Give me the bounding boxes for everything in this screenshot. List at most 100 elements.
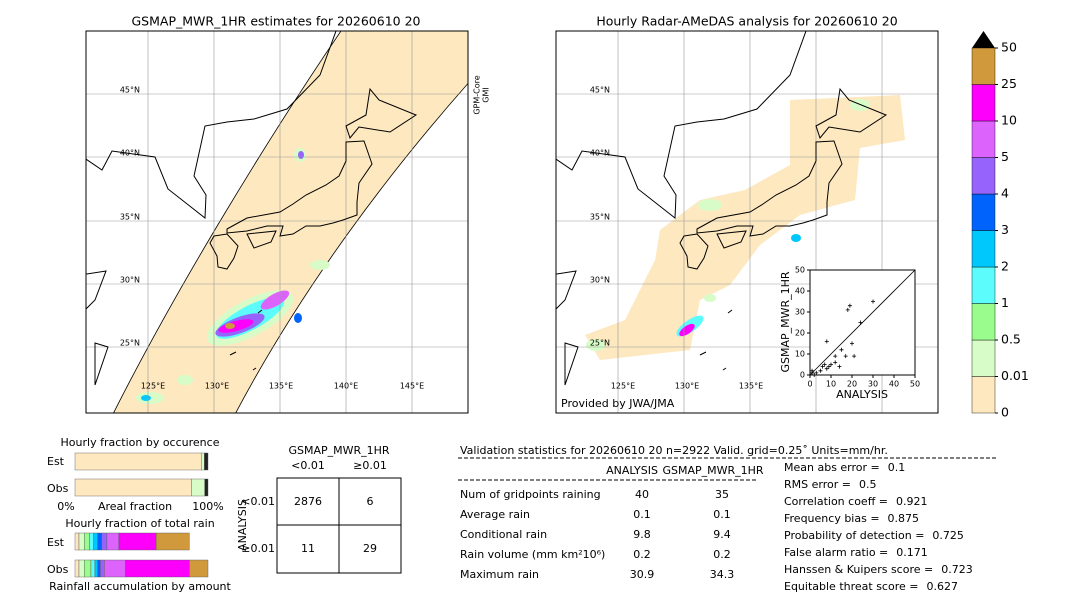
row-label: Obs — [47, 563, 69, 576]
score-value: 0.627 — [926, 580, 958, 593]
colorbar-label: 10 — [1001, 113, 1017, 128]
fraction-segment — [74, 559, 80, 578]
y-tick-label: 10 — [795, 350, 805, 359]
score-value: 0.875 — [888, 512, 920, 525]
point — [871, 299, 875, 304]
row-header: ≥0.01 — [241, 542, 275, 555]
x-tick-label: 30 — [868, 380, 878, 389]
fraction-segment — [93, 532, 98, 551]
score-label: False alarm ratio = — [784, 546, 888, 559]
axis-label: 0% — [57, 500, 74, 513]
point — [837, 364, 842, 369]
color-segment — [971, 193, 996, 231]
fraction-segment — [101, 532, 108, 551]
color-segment — [971, 157, 996, 195]
lon-label: 125°E — [141, 382, 165, 391]
stat-value: 34.3 — [710, 568, 735, 581]
colorbar-label: 3 — [1001, 222, 1009, 237]
fraction-segment — [125, 559, 190, 578]
stat-value: 35 — [715, 488, 729, 501]
fraction-segment — [84, 532, 90, 551]
point — [847, 303, 852, 308]
fraction-segment — [104, 559, 126, 578]
lon-label: 135°E — [739, 382, 763, 391]
y-tick-label: 40 — [795, 287, 805, 296]
cell: 11 — [301, 542, 315, 555]
lat-label: 30°N — [120, 276, 140, 285]
fraction-segment — [89, 532, 94, 551]
x-tick-label: 20 — [847, 380, 857, 389]
stat-value: 40 — [635, 488, 649, 501]
colorbar-label: 25 — [1001, 76, 1017, 91]
point — [824, 366, 829, 371]
contingency-table: GSMAP_MWR_1HR <0.01 ≥0.01 ANALYSIS <0.01… — [236, 444, 402, 574]
colorbar-label: 50 — [1001, 40, 1017, 55]
colorbar-label: 4 — [1001, 186, 1009, 201]
point — [814, 370, 819, 375]
color-segment — [971, 120, 996, 158]
stat-label: Maximum rain — [460, 568, 539, 581]
y-tick-label: 0 — [800, 371, 805, 380]
row-label: Obs — [47, 482, 69, 495]
color-segment — [971, 303, 996, 341]
col-header: ≥0.01 — [353, 459, 387, 472]
lat-label: 45°N — [590, 86, 610, 95]
col-header: <0.01 — [291, 459, 325, 472]
row-header: <0.01 — [241, 495, 275, 508]
fraction-segment — [100, 559, 105, 578]
point — [824, 339, 829, 344]
point — [850, 341, 854, 346]
point — [820, 364, 825, 369]
score-value: 0.921 — [896, 495, 928, 508]
y-axis-label: GSMAP_MWR_1HR — [779, 271, 792, 372]
y-tick-label: 50 — [795, 266, 805, 275]
point — [808, 373, 812, 377]
right-map-frame — [555, 30, 939, 414]
stat-label: Average rain — [460, 508, 530, 521]
side-label: GMI — [482, 87, 491, 102]
row-title: ANALYSIS — [236, 499, 249, 551]
point — [829, 362, 833, 367]
point — [826, 364, 831, 369]
color-segment — [971, 47, 996, 85]
fraction-segment — [118, 532, 157, 551]
fraction-segment — [201, 452, 205, 471]
stat-value: 9.8 — [633, 528, 651, 541]
stat-label: Num of gridpoints raining — [460, 488, 601, 501]
lon-label: 130°E — [205, 382, 229, 391]
right-map-title: Hourly Radar-AMeDAS analysis for 2026061… — [596, 14, 897, 29]
score-label: Frequency bias = — [784, 512, 880, 525]
left-map-frame — [85, 30, 469, 414]
point — [845, 307, 850, 312]
score-value: 0.171 — [896, 546, 928, 559]
col-header: ANALYSIS — [606, 464, 658, 477]
lon-label: 130°E — [675, 382, 699, 391]
colorbar-label: 2 — [1001, 259, 1009, 274]
side-label: GPM-Core — [473, 75, 482, 114]
axis-label: Areal fraction — [98, 500, 172, 513]
lat-label: 35°N — [120, 213, 140, 222]
point — [812, 373, 817, 377]
diagonal — [809, 269, 916, 376]
lon-label: 125°E — [611, 382, 635, 391]
point — [843, 354, 848, 359]
lon-label: 135°E — [269, 382, 293, 391]
color-segment — [971, 339, 996, 377]
point — [852, 354, 857, 359]
stat-value: 0.2 — [633, 548, 651, 561]
point — [833, 360, 838, 365]
fraction-bars: Hourly fraction by occurence Est Obs 0% … — [47, 436, 232, 593]
x-tick-label: 10 — [826, 380, 836, 389]
score-value: 0.1 — [888, 461, 906, 474]
left-map — [86, 31, 468, 413]
colorbar-label: 0 — [1001, 405, 1009, 420]
score-value: 0.725 — [932, 529, 964, 542]
fraction-segment — [84, 559, 92, 578]
score-label: Hanssen & Kuipers score = — [784, 563, 933, 576]
stat-value: 9.4 — [713, 528, 731, 541]
stat-value: 30.9 — [630, 568, 655, 581]
color-segment — [971, 230, 996, 268]
fraction-segment — [90, 559, 96, 578]
score-label: Equitable threat score = — [784, 580, 918, 593]
